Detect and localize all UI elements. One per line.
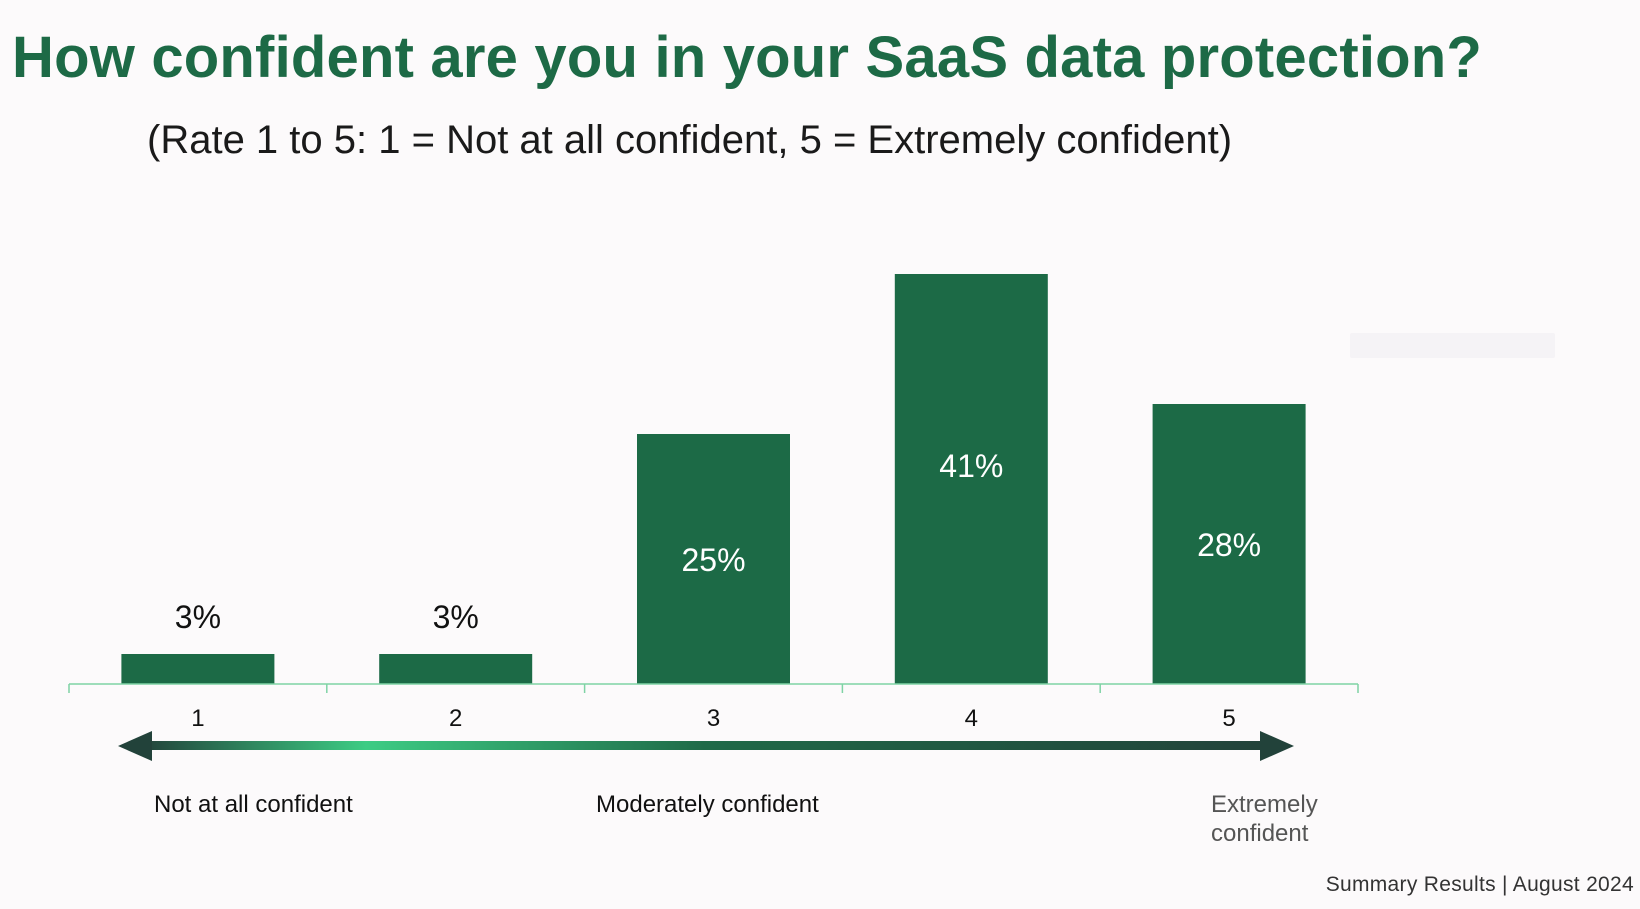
data-label-4: 41%	[939, 448, 1003, 484]
confidence-scale-arrow	[118, 731, 1294, 761]
bar-3	[637, 434, 790, 684]
bars-group	[121, 274, 1306, 684]
tick-label-3: 3	[707, 705, 720, 732]
tick-label-1: 1	[191, 705, 204, 732]
tick-label-2: 2	[449, 705, 462, 732]
faint-overlay-box	[1350, 333, 1555, 358]
tick-labels: 1 2 3 4 5	[191, 705, 1236, 732]
bar-5	[1152, 404, 1306, 684]
tick-label-4: 4	[965, 705, 978, 732]
scale-label-low: Not at all confident	[154, 791, 353, 818]
chart-subtitle: (Rate 1 to 5: 1 = Not at all confident, …	[147, 118, 1233, 162]
tick-label-5: 5	[1222, 705, 1235, 732]
scale-label-high: Extremely confident	[1211, 791, 1318, 847]
data-label-3: 25%	[681, 542, 745, 578]
scale-label-mid: Moderately confident	[596, 791, 819, 818]
chart-title: How confident are you in your SaaS data …	[12, 25, 1483, 90]
arrow-head-left	[118, 731, 152, 761]
bar-4	[894, 274, 1048, 684]
arrow-shaft	[140, 741, 1270, 750]
data-label-5: 28%	[1197, 527, 1261, 563]
data-label-1: 3%	[175, 599, 221, 635]
bar-2	[379, 654, 533, 684]
data-labels: 3% 3% 25% 41% 28%	[175, 448, 1261, 635]
footer-text: Summary Results | August 2024	[1325, 873, 1634, 896]
data-label-2: 3%	[433, 599, 479, 635]
bar-1	[121, 654, 275, 684]
arrow-head-right	[1260, 731, 1294, 761]
x-axis	[68, 683, 1359, 693]
